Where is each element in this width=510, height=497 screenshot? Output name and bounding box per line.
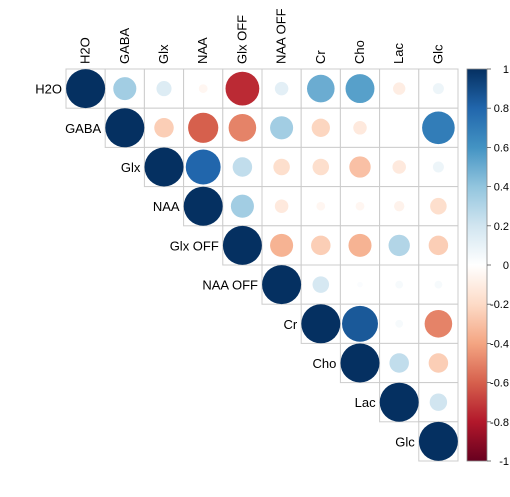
- grid-cell: [379, 107, 420, 148]
- row-label: Glx OFF: [170, 238, 219, 253]
- grid-cell: [418, 225, 459, 266]
- column-label: NAA OFF: [274, 8, 289, 64]
- colorbar-tick-label: 0.2: [494, 221, 509, 233]
- colorbar-tick-label: 0.4: [494, 182, 509, 194]
- corr-circle-h2o-cr: [307, 74, 335, 103]
- corr-circle-h2o-glx-off: [225, 71, 260, 106]
- column-label: Cho: [352, 40, 367, 64]
- corr-circle-h2o-naa-off: [274, 81, 289, 96]
- corr-circle-naa-off-glc: [434, 280, 443, 289]
- corr-circle-naa-off-lac: [395, 280, 404, 289]
- row-label: Cr: [283, 317, 297, 332]
- corr-circle-cho-lac: [389, 353, 409, 373]
- corr-circle-cr-cr: [301, 304, 341, 344]
- corr-circle-gaba-glx: [154, 118, 174, 138]
- corr-circle-h2o-naa: [198, 84, 208, 93]
- corr-circle-gaba-cho: [353, 121, 367, 135]
- corr-circle-glx-off-glx-off: [222, 225, 262, 265]
- corr-circle-gaba-cr: [311, 118, 330, 137]
- corr-circle-cho-cho: [340, 343, 380, 383]
- corr-circle-cr-cho: [342, 305, 378, 342]
- corr-circle-naa-lac: [394, 201, 405, 212]
- corr-circle-glc-glc: [418, 421, 458, 461]
- corr-circle-cho-glc: [428, 353, 449, 373]
- corr-circle-h2o-glx: [156, 81, 172, 97]
- row-label: NAA: [153, 199, 180, 214]
- colorbar: [466, 68, 488, 462]
- corr-circle-naa-glc: [430, 197, 447, 215]
- colorbar-tick-label: 0: [503, 260, 509, 272]
- column-label: Glx: [156, 44, 171, 64]
- column-label: NAA: [195, 37, 210, 64]
- colorbar-tick-label: -0.4: [490, 338, 509, 350]
- row-label: H2O: [35, 82, 62, 97]
- column-label: Lac: [391, 43, 406, 64]
- corr-circle-glx-off-cr: [311, 235, 331, 256]
- column-label: Glc: [430, 44, 445, 64]
- column-label: Cr: [313, 50, 328, 64]
- corr-circle-naa-naa: [183, 186, 223, 226]
- corr-circle-glx-cho: [349, 156, 371, 178]
- colorbar-tick-label: -0.8: [490, 417, 509, 429]
- corr-circle-h2o-gaba: [113, 77, 137, 101]
- corr-circle-glx-naa-off: [273, 158, 290, 176]
- corr-circle-glx-glx-off: [232, 157, 253, 177]
- column-label: H2O: [78, 37, 93, 64]
- colorbar-tick-label: -0.6: [490, 378, 509, 390]
- corr-circle-h2o-lac: [393, 82, 406, 95]
- corr-circle-naa-glx-off: [230, 194, 254, 218]
- row-label: Glc: [395, 434, 415, 449]
- corr-circle-naa-cr: [316, 201, 326, 211]
- corr-circle-glx-off-naa-off: [270, 233, 294, 257]
- corr-circle-h2o-cho: [345, 74, 375, 104]
- column-label: GABA: [117, 28, 132, 64]
- corr-circle-h2o-glc: [432, 83, 444, 95]
- row-label: NAA OFF: [202, 278, 258, 293]
- corr-circle-glx-cr: [312, 158, 330, 176]
- corr-circle-naa-off-cr: [312, 276, 330, 293]
- corr-circle-glx-off-cho: [348, 233, 372, 257]
- corr-circle-cr-lac: [395, 319, 404, 328]
- corr-circle-lac-lac: [379, 382, 419, 422]
- corr-circle-gaba-glc: [422, 111, 455, 145]
- corr-circle-cr-glc: [424, 310, 453, 338]
- row-label: Lac: [355, 395, 376, 410]
- colorbar-tick-label: -1: [499, 456, 509, 468]
- corr-circle-lac-glc: [429, 393, 448, 411]
- corr-circle-naa-naa-off: [274, 199, 289, 213]
- row-label: Cho: [313, 356, 337, 371]
- corr-circle-gaba-gaba: [105, 108, 145, 148]
- corr-circle-gaba-naa-off: [270, 116, 294, 140]
- colorbar-tick-label: 0.6: [494, 142, 509, 154]
- corr-circle-gaba-naa: [188, 112, 219, 143]
- corr-circle-glx-lac: [392, 160, 406, 174]
- row-label: GABA: [65, 121, 101, 136]
- row-label: Glx: [121, 160, 141, 175]
- corr-circle-naa-off-cho: [357, 281, 363, 288]
- corr-circle-glx-off-lac: [388, 234, 410, 257]
- corr-circle-glx-off-glc: [428, 235, 449, 256]
- colorbar-tick-label: 1: [503, 64, 509, 76]
- grid-cell: [261, 146, 302, 188]
- corr-circle-glx-glx: [144, 147, 184, 187]
- corr-circle-naa-off-naa-off: [262, 265, 302, 305]
- column-label: Glx OFF: [234, 15, 249, 64]
- colorbar-tick-label: 0.8: [494, 103, 509, 115]
- corr-circle-glx-glc: [432, 161, 444, 173]
- corr-circle-h2o-h2o: [66, 69, 106, 109]
- colorbar-tick-label: -0.2: [490, 299, 509, 311]
- corr-circle-naa-cho: [355, 201, 365, 211]
- corr-circle-gaba-glx-off: [228, 114, 257, 142]
- corr-circle-glx-naa: [185, 149, 221, 185]
